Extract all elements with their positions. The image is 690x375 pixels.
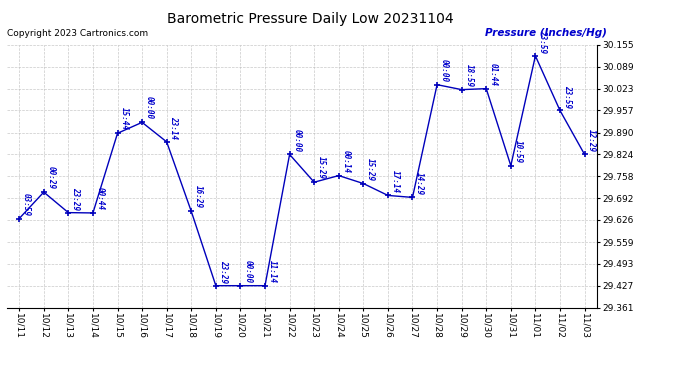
Text: 15:29: 15:29	[366, 158, 375, 181]
Text: 23:29: 23:29	[71, 187, 80, 210]
Text: 11:14: 11:14	[268, 260, 277, 283]
Text: 18:59: 18:59	[464, 64, 473, 87]
Text: Pressure (Inches/Hg): Pressure (Inches/Hg)	[485, 27, 607, 38]
Text: 17:14: 17:14	[391, 170, 400, 193]
Text: 23:59: 23:59	[563, 84, 572, 108]
Text: 00:44: 00:44	[96, 187, 105, 210]
Text: 23:29: 23:29	[219, 260, 228, 283]
Text: Copyright 2023 Cartronics.com: Copyright 2023 Cartronics.com	[7, 28, 148, 38]
Text: 00:29: 00:29	[46, 166, 56, 189]
Text: 00:00: 00:00	[293, 129, 302, 152]
Text: 01:44: 01:44	[489, 63, 498, 86]
Text: 00:14: 00:14	[342, 150, 351, 173]
Text: 15:44: 15:44	[120, 107, 129, 130]
Text: 23:59: 23:59	[538, 30, 547, 53]
Text: 00:00: 00:00	[145, 96, 154, 120]
Text: 03:59: 03:59	[22, 193, 31, 216]
Text: 23:14: 23:14	[170, 116, 179, 139]
Text: 14:29: 14:29	[415, 171, 424, 195]
Text: 15:29: 15:29	[317, 156, 326, 179]
Text: 00:00: 00:00	[440, 59, 449, 82]
Text: 12:29: 12:29	[587, 129, 596, 152]
Text: 16:29: 16:29	[194, 185, 203, 209]
Text: Barometric Pressure Daily Low 20231104: Barometric Pressure Daily Low 20231104	[167, 12, 454, 26]
Text: 10:59: 10:59	[513, 140, 522, 163]
Text: 00:00: 00:00	[243, 260, 253, 283]
